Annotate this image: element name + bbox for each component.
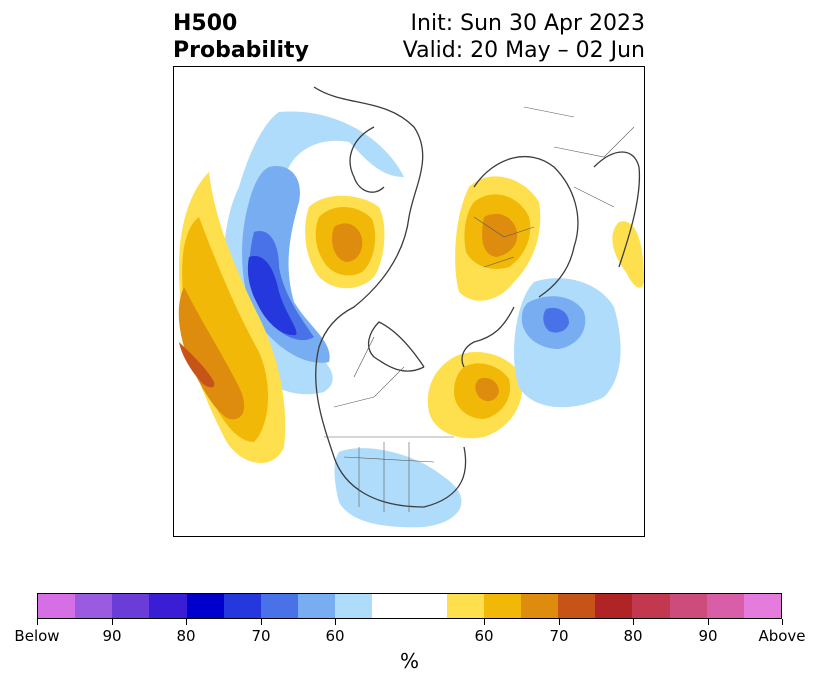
- anomaly-se-europe-ridge: [612, 221, 644, 288]
- colorbar-tick-label: 80: [176, 627, 196, 645]
- init-date: Init: Sun 30 Apr 2023: [410, 11, 645, 36]
- anomaly-pacific-trough: [223, 111, 404, 395]
- colorbar-segment: [632, 594, 670, 618]
- colorbar-segment: [186, 594, 224, 618]
- colorbar-segment: [223, 594, 261, 618]
- colorbar-tick-label: Below: [14, 627, 60, 645]
- colorbar-segment: [149, 594, 187, 618]
- colorbar-tick-label: 70: [251, 627, 271, 645]
- anomaly-pacific-ridge: [178, 172, 286, 464]
- colorbar-segment: [669, 594, 707, 618]
- colorbar-segment: [595, 594, 633, 618]
- anomaly-us-trough: [334, 448, 462, 528]
- colorbar-segment: [483, 594, 522, 618]
- map-dates: Init: Sun 30 Apr 2023 Valid: 20 May – 02…: [403, 10, 645, 64]
- anomaly-siberia-ridge: [305, 195, 385, 289]
- anomaly-europe-ridge: [455, 176, 541, 301]
- colorbar-unit: %: [399, 649, 419, 673]
- colorbar-segment: [260, 594, 299, 618]
- colorbar-tick-label: 60: [474, 627, 494, 645]
- colorbar-segment: [372, 594, 447, 618]
- colorbar-tick: [186, 619, 187, 625]
- colorbar-tick-label: 90: [102, 627, 122, 645]
- colorbar-tick: [335, 619, 336, 625]
- map-canvas: [178, 86, 644, 528]
- anomaly-barents-trough: [514, 278, 621, 408]
- title-variable: H500: [173, 11, 238, 36]
- colorbar-segment: [38, 594, 76, 618]
- colorbar-tick: [484, 619, 485, 625]
- colorbar-tick-label: Above: [758, 627, 806, 645]
- colorbar-segment: [521, 594, 559, 618]
- colorbar: [37, 593, 782, 619]
- colorbar-segment: [298, 594, 336, 618]
- colorbar-segment: [75, 594, 113, 618]
- colorbar-segment: [446, 594, 484, 618]
- colorbar-tick: [261, 619, 262, 625]
- colorbar-tick: [559, 619, 560, 625]
- title-product: Probability: [173, 38, 309, 63]
- probability-map: [173, 66, 645, 537]
- colorbar-tick: [782, 619, 783, 625]
- anomaly-labrador-ridge: [427, 352, 523, 439]
- colorbar-segment: [558, 594, 596, 618]
- colorbar-segment: [743, 594, 782, 618]
- colorbar-tick: [633, 619, 634, 625]
- valid-range: Valid: 20 May – 02 Jun: [402, 38, 645, 63]
- colorbar-segment: [112, 594, 150, 618]
- colorbar-tick: [37, 619, 38, 625]
- colorbar-tick-label: 60: [325, 627, 345, 645]
- colorbar-tick: [112, 619, 113, 625]
- coastlines: [313, 86, 641, 508]
- political-borders: [324, 106, 635, 512]
- colorbar-tick: [708, 619, 709, 625]
- colorbar-tick-label: 70: [549, 627, 569, 645]
- colorbar-segment: [706, 594, 744, 618]
- colorbar-tick-label: 80: [623, 627, 643, 645]
- colorbar-segment: [335, 594, 373, 618]
- colorbar-tick-label: 90: [698, 627, 718, 645]
- map-title: H500 Probability: [173, 10, 309, 64]
